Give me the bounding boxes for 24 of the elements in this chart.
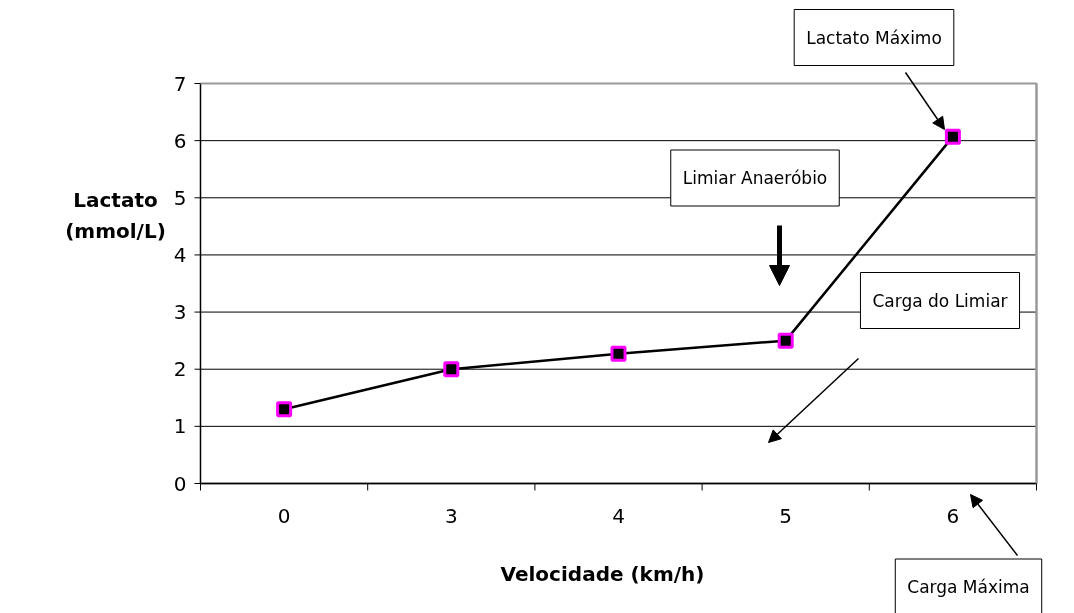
point: [610, 345, 627, 362]
x-tick-label: 0: [277, 503, 291, 528]
annotation: Limiar Anaeróbio: [682, 168, 828, 188]
y-tick-label: 1: [173, 414, 187, 439]
y-tick-label: 5: [173, 185, 187, 210]
point: [443, 361, 460, 378]
x-tick-label: 3: [444, 503, 458, 528]
y-tick-label: 7: [173, 71, 187, 96]
x-tick-label: 5: [779, 503, 793, 528]
x-tick-label: 4: [612, 503, 625, 528]
text: Lactato Máximo: [806, 27, 942, 48]
x-tick-label: 6: [946, 503, 960, 528]
y-axis-title: Lactato (mmol/L): [65, 187, 166, 244]
y-tick-label: 0: [173, 471, 187, 496]
point: [777, 332, 794, 349]
y-tick-label: 2: [173, 357, 187, 382]
point: [276, 401, 293, 418]
text: Carga Máxima: [907, 577, 1030, 597]
point: [944, 128, 961, 145]
y-tick-label: 3: [173, 300, 187, 325]
annotation: Carga do Limiar: [872, 290, 1008, 311]
x-axis-title: Velocidade (km/h): [500, 561, 705, 586]
y-tick-label: 6: [173, 128, 187, 153]
y-tick-label: 4: [173, 242, 187, 267]
